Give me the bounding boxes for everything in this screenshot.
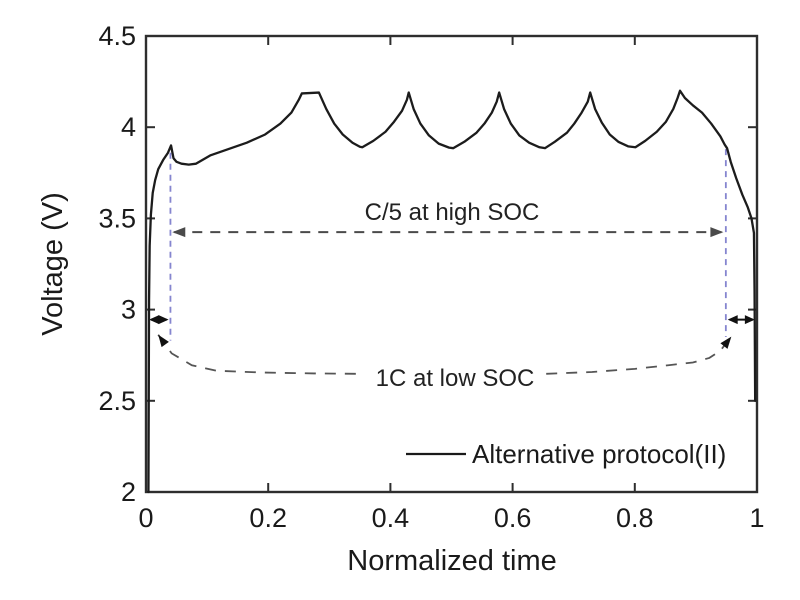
1c-right-line [546, 336, 733, 375]
right-window-left-arrowhead [727, 315, 738, 325]
right-window-right-arrowhead [744, 315, 755, 325]
y-tick-label: 2 [121, 477, 136, 507]
annotation-c5-high-soc-label: C/5 at high SOC [365, 199, 540, 226]
1c-left-line [157, 334, 357, 375]
y-axis-title: Voltage (V) [37, 192, 69, 335]
x-tick-label: 0 [138, 503, 153, 533]
plot-box [144, 34, 759, 494]
voltage-curve [147, 89, 757, 494]
1c-right-arrowhead [720, 336, 732, 349]
y-tick-label: 4 [121, 112, 136, 142]
1c-left-arrowhead [158, 334, 169, 348]
y-tick-label: 3.5 [98, 203, 136, 233]
x-tick-label: 1 [749, 503, 764, 533]
x-tick-label: 0.8 [616, 503, 654, 533]
y-tick-label: 2.5 [98, 386, 136, 416]
y-tick-label: 3 [121, 295, 136, 325]
c5-span-left-arrowhead [172, 227, 186, 238]
legend-label: Alternative protocol(II) [472, 439, 726, 469]
y-tick-label: 4.5 [98, 21, 136, 51]
chart-generated-layer: 0 0.2 0.4 0.6 0.8 1 2 2.5 3 3.5 4 4.5 [98, 21, 764, 533]
annotation-1c-low-soc-label: 1C at low SOC [376, 365, 535, 392]
x-tick-label: 0.2 [249, 503, 287, 533]
c5-span-right-arrowhead [710, 227, 724, 238]
left-window-left-arrowhead [149, 315, 160, 325]
x-axis-title: Normalized time [347, 545, 557, 577]
x-tick-label: 0.4 [372, 503, 410, 533]
x-tick-label: 0.6 [494, 503, 532, 533]
left-window-right-arrowhead [158, 315, 169, 325]
